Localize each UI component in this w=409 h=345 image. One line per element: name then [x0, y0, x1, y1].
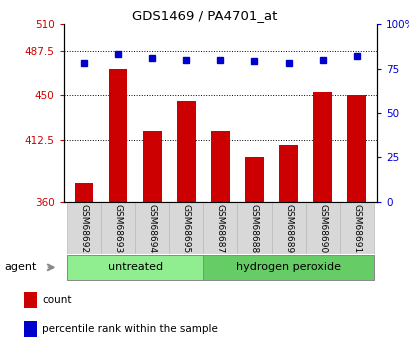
Bar	[24, 292, 37, 308]
Text: GSM68687: GSM68687	[216, 204, 224, 254]
Bar	[237, 202, 271, 254]
Text: GSM68689: GSM68689	[283, 204, 292, 254]
Bar	[346, 95, 365, 202]
Text: GSM68688: GSM68688	[249, 204, 258, 254]
Bar	[305, 202, 339, 254]
Text: hydrogen peroxide: hydrogen peroxide	[236, 263, 340, 272]
Bar	[339, 202, 373, 254]
Bar	[169, 202, 203, 254]
Bar	[245, 157, 263, 202]
Text: GSM68692: GSM68692	[79, 204, 88, 254]
Bar	[203, 202, 237, 254]
Bar	[203, 255, 373, 280]
Text: GDS1469 / PA4701_at: GDS1469 / PA4701_at	[132, 9, 277, 22]
Text: untreated: untreated	[107, 263, 162, 272]
Bar	[108, 69, 127, 202]
Bar	[142, 131, 161, 202]
Bar	[74, 183, 93, 202]
Text: percentile rank within the sample: percentile rank within the sample	[42, 324, 218, 334]
Text: agent: agent	[4, 263, 36, 272]
Text: GSM68693: GSM68693	[113, 204, 122, 254]
Text: GSM68690: GSM68690	[317, 204, 326, 254]
Text: count: count	[42, 295, 72, 305]
Bar	[135, 202, 169, 254]
Text: GSM68694: GSM68694	[147, 204, 156, 254]
Bar	[211, 131, 229, 202]
Bar	[24, 321, 37, 337]
Text: GSM68691: GSM68691	[351, 204, 360, 254]
Bar	[271, 202, 305, 254]
Bar	[176, 101, 195, 202]
Bar	[312, 92, 331, 202]
Bar	[67, 255, 203, 280]
Bar	[279, 145, 297, 202]
Text: GSM68695: GSM68695	[181, 204, 190, 254]
Bar	[101, 202, 135, 254]
Bar	[67, 202, 101, 254]
